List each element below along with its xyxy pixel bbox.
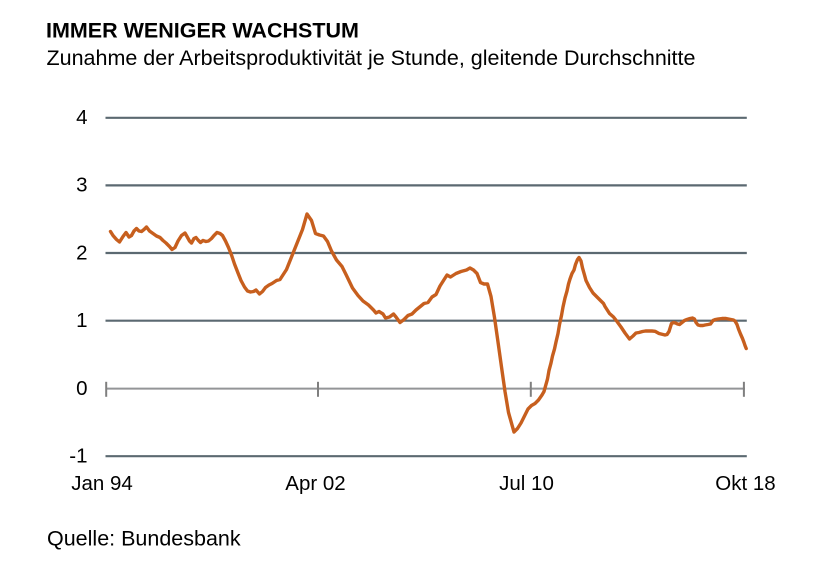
svg-text:Okt 18: Okt 18: [715, 472, 775, 495]
svg-text:2: 2: [76, 241, 87, 264]
svg-text:Zunahme der Arbeitsproduktivit: Zunahme der Arbeitsproduktivität je Stun…: [47, 46, 696, 70]
svg-text:Jan 94: Jan 94: [71, 472, 133, 495]
svg-text:3: 3: [76, 174, 87, 197]
svg-text:Quelle: Bundesbank: Quelle: Bundesbank: [47, 527, 241, 551]
svg-text:Apr 02: Apr 02: [285, 472, 345, 495]
svg-text:4: 4: [76, 106, 87, 129]
svg-text:IMMER WENIGER WACHSTUM: IMMER WENIGER WACHSTUM: [46, 19, 359, 43]
svg-text:1: 1: [76, 309, 87, 332]
svg-text:0: 0: [76, 377, 87, 400]
svg-text:-1: -1: [69, 445, 87, 468]
svg-text:Jul 10: Jul 10: [499, 472, 554, 495]
